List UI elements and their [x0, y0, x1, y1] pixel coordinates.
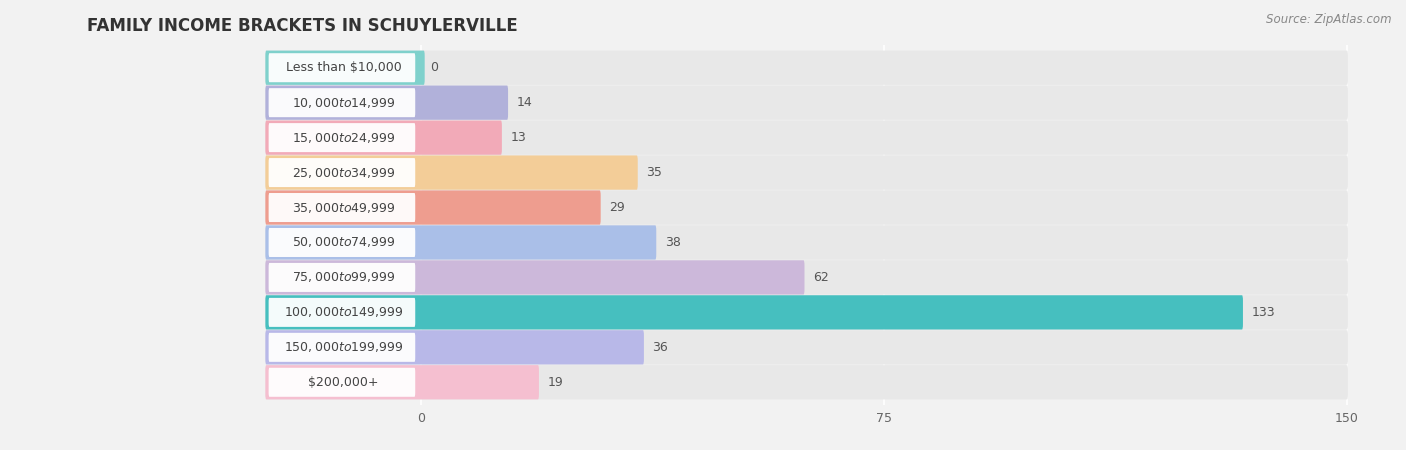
FancyBboxPatch shape [266, 225, 1348, 260]
Text: 38: 38 [665, 236, 681, 249]
FancyBboxPatch shape [269, 298, 415, 327]
Text: $10,000 to $14,999: $10,000 to $14,999 [291, 96, 395, 110]
Text: $75,000 to $99,999: $75,000 to $99,999 [291, 270, 395, 284]
FancyBboxPatch shape [269, 333, 415, 362]
FancyBboxPatch shape [266, 260, 804, 295]
Text: $100,000 to $149,999: $100,000 to $149,999 [284, 306, 404, 320]
Text: $15,000 to $24,999: $15,000 to $24,999 [291, 130, 395, 144]
FancyBboxPatch shape [266, 50, 1348, 85]
Text: 14: 14 [516, 96, 531, 109]
Text: 35: 35 [647, 166, 662, 179]
FancyBboxPatch shape [266, 190, 1348, 225]
FancyBboxPatch shape [266, 155, 638, 190]
Text: $50,000 to $74,999: $50,000 to $74,999 [291, 235, 395, 249]
FancyBboxPatch shape [266, 86, 1348, 120]
FancyBboxPatch shape [266, 155, 1348, 190]
FancyBboxPatch shape [269, 368, 415, 397]
Text: $35,000 to $49,999: $35,000 to $49,999 [291, 201, 395, 215]
Text: $150,000 to $199,999: $150,000 to $199,999 [284, 340, 404, 354]
FancyBboxPatch shape [269, 123, 415, 152]
FancyBboxPatch shape [266, 330, 1348, 365]
FancyBboxPatch shape [266, 260, 1348, 295]
FancyBboxPatch shape [266, 86, 508, 120]
FancyBboxPatch shape [269, 193, 415, 222]
FancyBboxPatch shape [269, 53, 415, 82]
Text: 0: 0 [430, 61, 437, 74]
Text: Less than $10,000: Less than $10,000 [285, 61, 401, 74]
Text: 133: 133 [1251, 306, 1275, 319]
Text: 29: 29 [609, 201, 624, 214]
FancyBboxPatch shape [269, 228, 415, 257]
FancyBboxPatch shape [266, 190, 600, 225]
Text: 62: 62 [813, 271, 828, 284]
Text: 19: 19 [547, 376, 562, 389]
FancyBboxPatch shape [266, 50, 425, 85]
Text: 36: 36 [652, 341, 668, 354]
FancyBboxPatch shape [266, 330, 644, 365]
FancyBboxPatch shape [266, 225, 657, 260]
Text: 13: 13 [510, 131, 526, 144]
Text: FAMILY INCOME BRACKETS IN SCHUYLERVILLE: FAMILY INCOME BRACKETS IN SCHUYLERVILLE [87, 17, 517, 35]
FancyBboxPatch shape [266, 365, 1348, 400]
FancyBboxPatch shape [266, 121, 1348, 155]
FancyBboxPatch shape [269, 158, 415, 187]
FancyBboxPatch shape [266, 121, 502, 155]
FancyBboxPatch shape [266, 295, 1243, 329]
FancyBboxPatch shape [266, 365, 538, 400]
FancyBboxPatch shape [269, 263, 415, 292]
FancyBboxPatch shape [266, 295, 1348, 329]
Text: $200,000+: $200,000+ [308, 376, 378, 389]
Text: Source: ZipAtlas.com: Source: ZipAtlas.com [1267, 14, 1392, 27]
FancyBboxPatch shape [269, 88, 415, 117]
Text: $25,000 to $34,999: $25,000 to $34,999 [291, 166, 395, 180]
